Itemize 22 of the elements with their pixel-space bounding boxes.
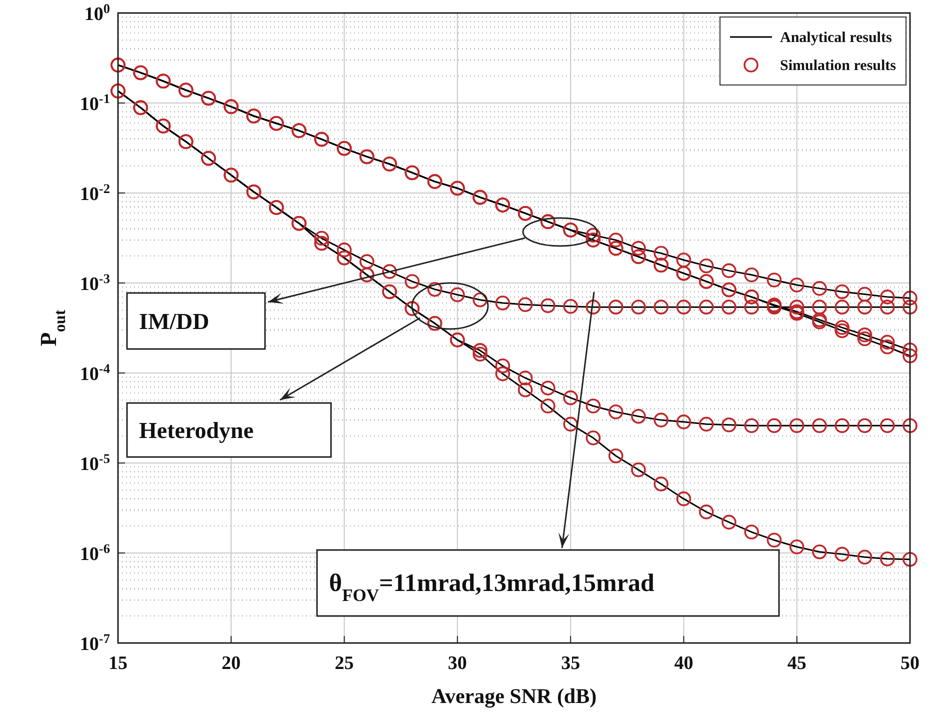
x-tick-label: 25 bbox=[334, 653, 354, 674]
x-tick-label: 20 bbox=[222, 653, 241, 674]
y-tick-label: 10$^{-5}$ bbox=[80, 450, 110, 475]
legend-label: Simulation results bbox=[780, 58, 896, 74]
x-tick-label: 35 bbox=[561, 653, 580, 674]
annotation: Heterodyne bbox=[139, 418, 254, 443]
annotation: IM/DD bbox=[139, 309, 210, 334]
legend-label: Analytical results bbox=[780, 30, 892, 46]
x-tick-label: 45 bbox=[787, 653, 806, 674]
x-tick-label: 50 bbox=[900, 653, 920, 674]
y-tick-label: 10$^{-6}$ bbox=[80, 540, 110, 565]
y-tick-label: 10$^{-1}$ bbox=[80, 90, 110, 115]
x-axis-title: Average SNR (dB) bbox=[431, 684, 597, 708]
y-tick-label: 10$^{-7}$ bbox=[80, 630, 110, 655]
y-tick-label: 10$^{0}$ bbox=[84, 0, 110, 25]
annotation: θ$_{FOV}$=11mrad,13mrad,15mrad bbox=[329, 570, 654, 605]
x-tick-label: 15 bbox=[108, 653, 128, 674]
x-tick-label: 30 bbox=[448, 653, 467, 674]
y-tick-label: 10$^{-2}$ bbox=[80, 180, 110, 205]
x-tick-label: 40 bbox=[674, 653, 694, 674]
y-tick-label: 10$^{-4}$ bbox=[80, 360, 110, 385]
y-tick-label: 10$^{-3}$ bbox=[80, 270, 110, 295]
